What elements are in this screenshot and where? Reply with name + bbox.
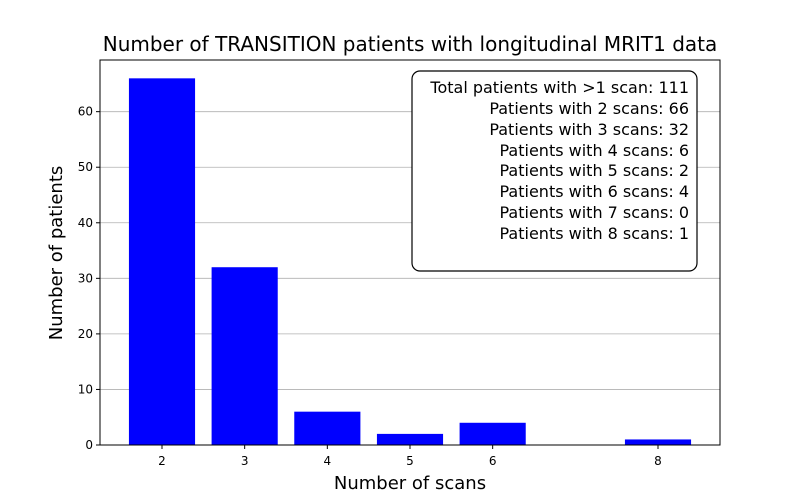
chart-title: Number of TRANSITION patients with longi… <box>103 32 718 56</box>
y-tick-label: 30 <box>78 271 93 285</box>
bar-8-scans <box>624 439 692 445</box>
x-tick-label: 2 <box>158 454 166 468</box>
x-axis-ticks: 2 3 4 5 6 8 <box>158 445 662 468</box>
bar-6-scans <box>459 422 526 445</box>
y-axis-ticks: 0 10 20 30 40 50 60 <box>78 105 100 452</box>
y-tick-label: 50 <box>78 160 93 174</box>
x-tick-label: 8 <box>654 454 662 468</box>
y-tick-label: 10 <box>78 382 93 396</box>
stats-line-8-scans: Patients with 8 scans: 1 <box>500 224 690 243</box>
stats-line-4-scans: Patients with 4 scans: 6 <box>500 141 690 160</box>
stats-line-7-scans: Patients with 7 scans: 0 <box>500 203 690 222</box>
stats-line-6-scans: Patients with 6 scans: 4 <box>500 182 690 201</box>
y-tick-label: 20 <box>78 327 93 341</box>
stats-box: Total patients with >1 scan: 111 Patient… <box>411 70 698 272</box>
x-tick-label: 5 <box>406 454 414 468</box>
stats-line-2-scans: Patients with 2 scans: 66 <box>489 99 689 118</box>
x-tick-label: 3 <box>241 454 249 468</box>
bar-5-scans <box>376 433 444 445</box>
stats-box-frame <box>411 70 698 272</box>
y-tick-label: 0 <box>85 438 93 452</box>
gridlines <box>100 111 720 446</box>
bar-3-scans <box>211 267 278 445</box>
stats-line-total: Total patients with >1 scan: 111 <box>429 78 689 97</box>
y-tick-label: 60 <box>78 105 93 119</box>
bars <box>128 78 692 445</box>
x-tick-label: 6 <box>489 454 497 468</box>
bar-4-scans <box>294 411 361 445</box>
stats-line-3-scans: Patients with 3 scans: 32 <box>489 120 689 139</box>
stats-line-5-scans: Patients with 5 scans: 2 <box>500 161 690 180</box>
y-axis-label: Number of patients <box>46 166 67 341</box>
x-axis-label: Number of scans <box>334 473 486 494</box>
y-tick-label: 40 <box>78 216 93 230</box>
x-tick-label: 4 <box>324 454 332 468</box>
bar-2-scans <box>128 78 196 445</box>
